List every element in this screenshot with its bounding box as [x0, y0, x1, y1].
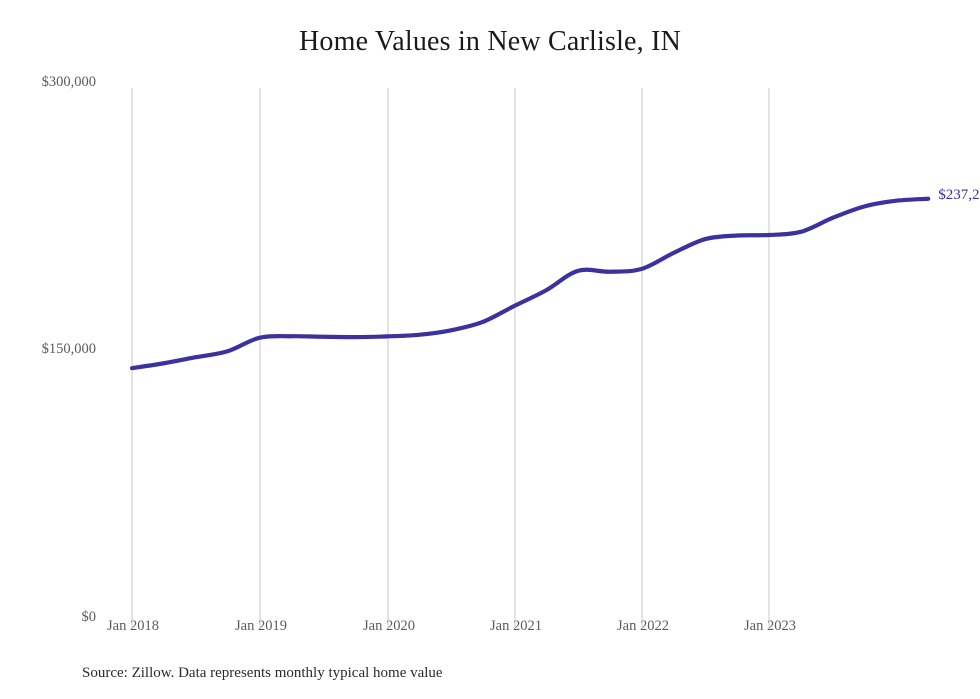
source-note: Source: Zillow. Data represents monthly … — [82, 665, 443, 681]
series-line-home-values — [129, 196, 931, 371]
gridlines — [131, 88, 770, 618]
x-axis-tick-label-jan-2018: Jan 2018 — [107, 618, 159, 634]
x-axis-tick-label-jan-2021: Jan 2021 — [490, 618, 542, 634]
y-axis-tick-label-150000: $150,000 — [41, 341, 96, 357]
x-axis-tick-label-jan-2023: Jan 2023 — [744, 618, 796, 634]
y-axis-tick-label-300000: $300,000 — [41, 74, 96, 90]
page-title: Home Values in New Carlisle, IN — [298, 26, 682, 57]
x-axis-ticks — [131, 618, 770, 629]
x-axis-tick-label-jan-2019: Jan 2019 — [235, 618, 287, 634]
y-axis-tick-label-0: $0 — [81, 609, 97, 625]
x-axis-tick-label-jan-2020: Jan 2020 — [363, 618, 415, 634]
end-value-data-label: $237,293 — [938, 186, 980, 203]
x-axis-tick-label-jan-2022: Jan 2022 — [617, 618, 669, 634]
